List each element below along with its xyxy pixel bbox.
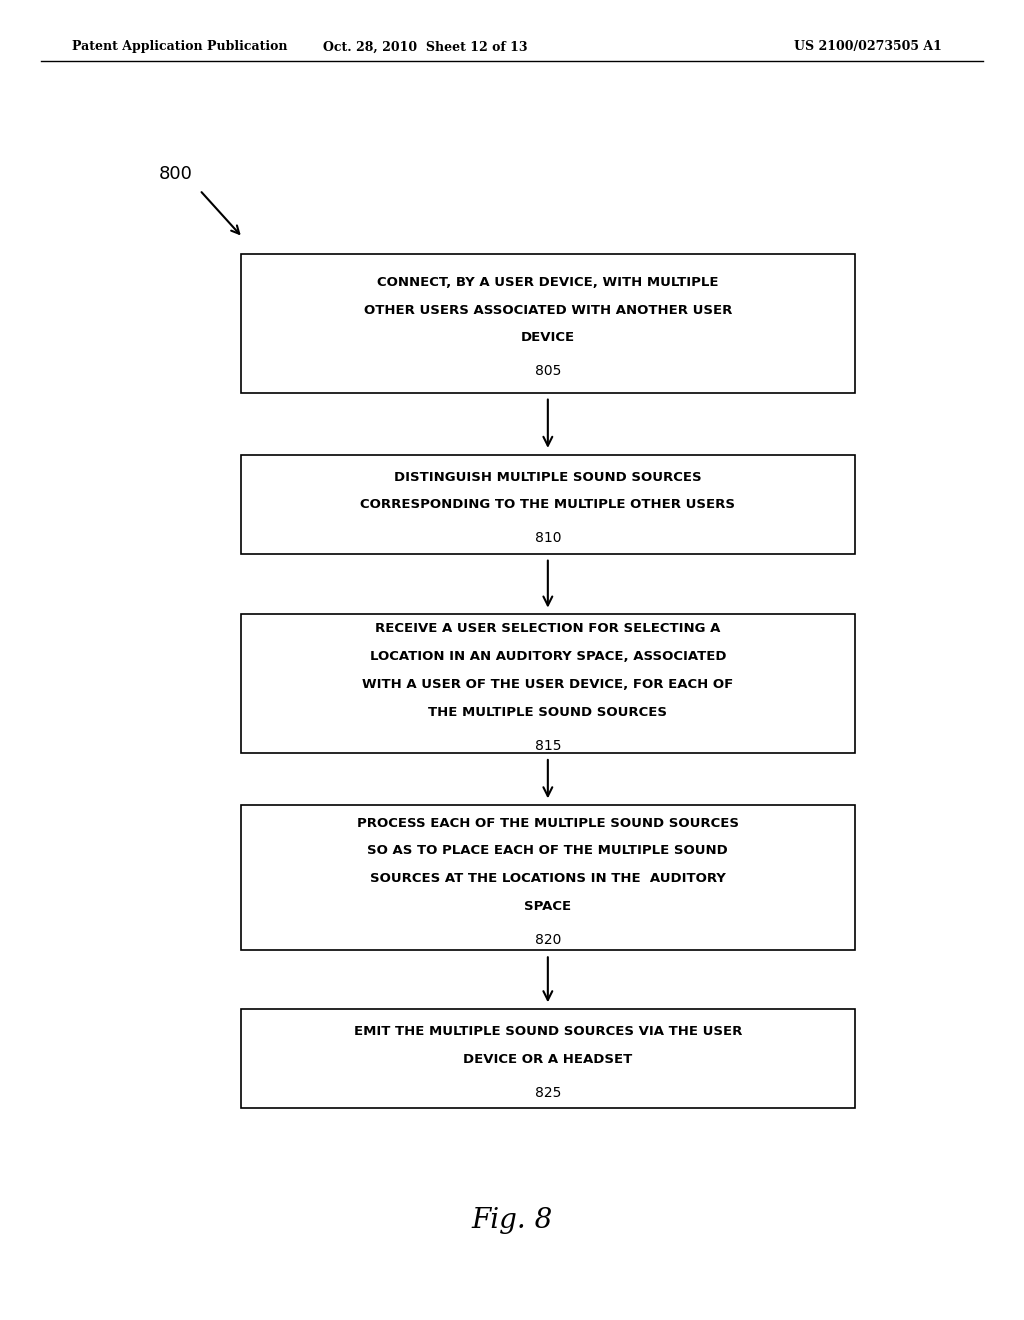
Text: WITH A USER OF THE USER DEVICE, FOR EACH OF: WITH A USER OF THE USER DEVICE, FOR EACH… [362,678,733,690]
Text: THE MULTIPLE SOUND SOURCES: THE MULTIPLE SOUND SOURCES [428,706,668,718]
Text: PROCESS EACH OF THE MULTIPLE SOUND SOURCES: PROCESS EACH OF THE MULTIPLE SOUND SOURC… [356,817,739,829]
Text: CORRESPONDING TO THE MULTIPLE OTHER USERS: CORRESPONDING TO THE MULTIPLE OTHER USER… [360,499,735,511]
Text: 805: 805 [535,364,561,379]
Text: CONNECT, BY A USER DEVICE, WITH MULTIPLE: CONNECT, BY A USER DEVICE, WITH MULTIPLE [377,276,719,289]
Text: 810: 810 [535,531,561,545]
Text: OTHER USERS ASSOCIATED WITH ANOTHER USER: OTHER USERS ASSOCIATED WITH ANOTHER USER [364,304,732,317]
Text: 820: 820 [535,932,561,946]
Text: LOCATION IN AN AUDITORY SPACE, ASSOCIATED: LOCATION IN AN AUDITORY SPACE, ASSOCIATE… [370,651,726,663]
Text: Fig. 8: Fig. 8 [471,1208,553,1234]
Text: SOURCES AT THE LOCATIONS IN THE  AUDITORY: SOURCES AT THE LOCATIONS IN THE AUDITORY [370,873,726,884]
Text: 825: 825 [535,1085,561,1100]
Text: 800: 800 [159,165,193,183]
Text: SO AS TO PLACE EACH OF THE MULTIPLE SOUND: SO AS TO PLACE EACH OF THE MULTIPLE SOUN… [368,845,728,857]
Text: RECEIVE A USER SELECTION FOR SELECTING A: RECEIVE A USER SELECTION FOR SELECTING A [375,623,721,635]
Text: Patent Application Publication: Patent Application Publication [72,41,287,53]
FancyBboxPatch shape [241,805,855,950]
FancyBboxPatch shape [241,615,855,752]
Text: 815: 815 [535,739,561,752]
Text: EMIT THE MULTIPLE SOUND SOURCES VIA THE USER: EMIT THE MULTIPLE SOUND SOURCES VIA THE … [353,1026,742,1038]
FancyBboxPatch shape [241,454,855,554]
Text: DEVICE OR A HEADSET: DEVICE OR A HEADSET [463,1053,633,1065]
Text: SPACE: SPACE [524,900,571,912]
FancyBboxPatch shape [241,1010,855,1109]
FancyBboxPatch shape [241,253,855,393]
Text: Oct. 28, 2010  Sheet 12 of 13: Oct. 28, 2010 Sheet 12 of 13 [323,41,527,53]
Text: DEVICE: DEVICE [521,331,574,345]
Text: DISTINGUISH MULTIPLE SOUND SOURCES: DISTINGUISH MULTIPLE SOUND SOURCES [394,471,701,483]
Text: US 2100/0273505 A1: US 2100/0273505 A1 [795,41,942,53]
